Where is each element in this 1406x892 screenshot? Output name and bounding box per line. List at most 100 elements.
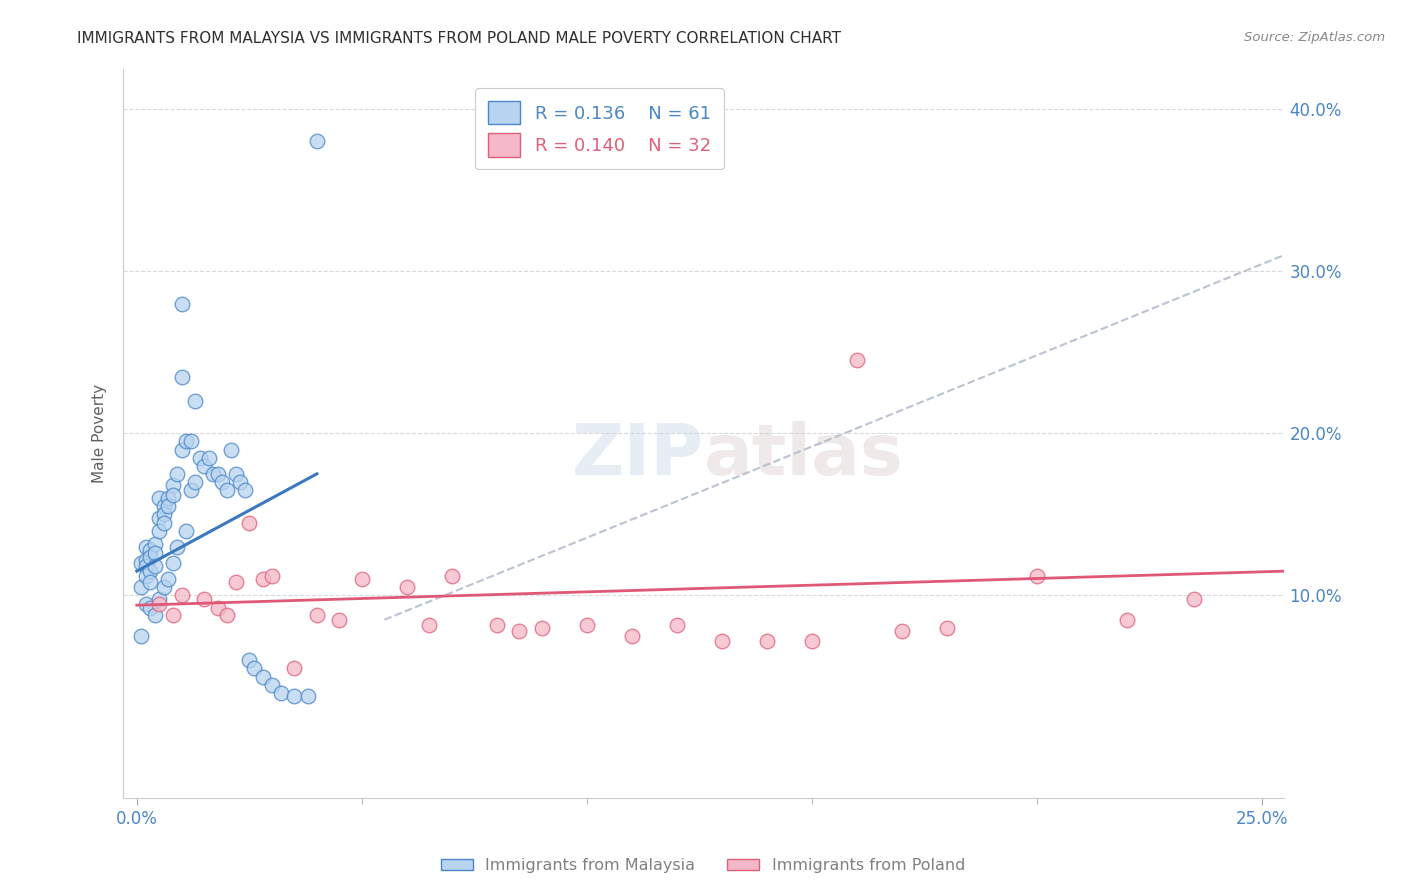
Point [225,467,247,481]
Point [131,580,153,594]
Point [202,467,225,481]
Point [890,624,912,639]
Point [207,467,229,481]
Point [170,369,193,384]
Point [139,601,162,615]
Point [153,580,176,594]
Point [170,296,193,310]
Point [170,589,193,603]
Point [180,434,202,449]
Point [440,569,463,583]
Point [157,491,180,505]
Point [620,629,643,643]
Point [270,686,292,700]
Point [143,607,166,622]
Text: Source: ZipAtlas.com: Source: ZipAtlas.com [1244,31,1385,45]
Point [131,556,153,570]
Point [184,393,207,408]
Point [283,661,305,675]
Point [148,524,170,538]
Point [800,633,823,648]
Point [710,633,733,648]
Point [135,597,157,611]
Point [229,475,252,489]
Point [139,549,162,564]
Point [143,546,166,560]
Point [297,689,319,703]
Point [143,536,166,550]
Point [238,516,260,530]
Point [845,353,868,368]
Point [170,442,193,457]
Point [180,483,202,497]
Point [157,572,180,586]
Point [162,556,184,570]
Point [418,617,440,632]
Point [395,580,418,594]
Point [135,553,157,567]
Point [166,467,188,481]
Point [176,524,198,538]
Point [485,617,508,632]
Point [215,483,238,497]
Point [1025,569,1047,583]
Text: IMMIGRANTS FROM MALAYSIA VS IMMIGRANTS FROM POLAND MALE POVERTY CORRELATION CHAR: IMMIGRANTS FROM MALAYSIA VS IMMIGRANTS F… [77,31,841,46]
Point [153,500,176,514]
Text: ZIP: ZIP [572,421,704,490]
Point [260,678,283,692]
Point [530,621,553,635]
Point [233,483,256,497]
Point [139,543,162,558]
Point [211,475,233,489]
Point [215,607,238,622]
Point [135,559,157,574]
Point [238,653,260,667]
Point [162,478,184,492]
Point [1116,613,1139,627]
Point [508,624,530,639]
Point [260,569,283,583]
Point [135,540,157,554]
Text: atlas: atlas [704,421,904,490]
Y-axis label: Male Poverty: Male Poverty [93,384,107,483]
Point [153,516,176,530]
Point [135,569,157,583]
Point [243,661,266,675]
Point [221,442,243,457]
Point [755,633,778,648]
Point [148,510,170,524]
Point [193,591,215,606]
Point [225,575,247,590]
Legend: Immigrants from Malaysia, Immigrants from Poland: Immigrants from Malaysia, Immigrants fro… [434,852,972,880]
Point [252,572,274,586]
Point [139,564,162,578]
Point [575,617,598,632]
Point [350,572,373,586]
Point [1184,591,1206,606]
Point [139,575,162,590]
Point [153,508,176,522]
Legend: R = 0.136    N = 61, R = 0.140    N = 32: R = 0.136 N = 61, R = 0.140 N = 32 [475,88,724,169]
Point [148,491,170,505]
Point [148,591,170,606]
Point [176,434,198,449]
Point [188,450,211,465]
Point [283,689,305,703]
Point [665,617,688,632]
Point [143,559,166,574]
Point [162,488,184,502]
Point [198,450,221,465]
Point [157,500,180,514]
Point [252,669,274,683]
Point [131,629,153,643]
Point [935,621,957,635]
Point [328,613,350,627]
Point [305,135,328,149]
Point [207,601,229,615]
Point [184,475,207,489]
Point [166,540,188,554]
Point [193,458,215,473]
Point [305,607,328,622]
Point [162,607,184,622]
Point [148,597,170,611]
